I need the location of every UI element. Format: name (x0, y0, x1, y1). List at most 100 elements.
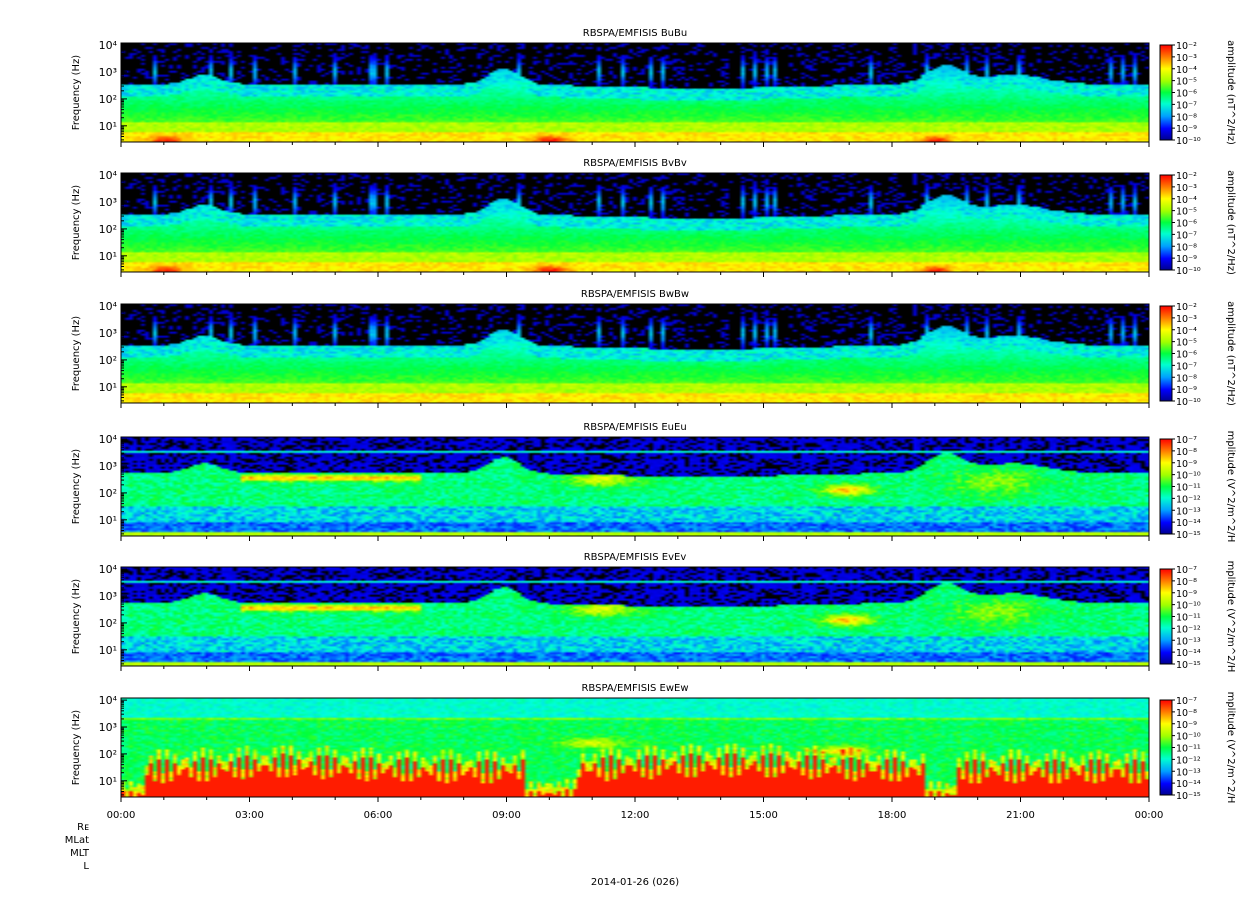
spectrogram-image (121, 437, 1149, 536)
colorbar-tick-label: 10⁻³ (1176, 183, 1197, 194)
y-tick-label: 10² (99, 487, 117, 500)
colorbar-tick-label: 10⁻⁴ (1176, 65, 1197, 76)
colorbar-tick-label: 10⁻⁸ (1176, 708, 1197, 719)
spectrogram-panel-5: RBSPA/EMFISIS EvEv 10⁴ 10³ 10² 10¹ Frequency … (71, 552, 1236, 672)
spectrogram-panel-3: RBSPA/EMFISIS BwBw 10⁴ 10³ 10² 10¹ Frequency … (71, 289, 1236, 408)
colorbar-tick-label: 10⁻⁹ (1176, 254, 1197, 265)
colorbar-tick-label: 10⁻⁶ (1176, 219, 1197, 230)
colorbar-tick-label: 10⁻¹⁴ (1176, 648, 1201, 659)
ephemeris-label: MLT (70, 848, 90, 859)
colorbar-tick-label: 10⁻⁸ (1176, 373, 1197, 384)
colorbar-tick-label: 10⁻¹² (1176, 755, 1201, 766)
colorbar-tick-label: 10⁻¹¹ (1176, 613, 1201, 624)
y-tick-label: 10¹ (99, 120, 117, 133)
colorbar-tick-label: 10⁻¹³ (1176, 767, 1201, 778)
y-tick-label: 10² (99, 223, 117, 236)
colorbar-tick-label: 10⁻⁶ (1176, 350, 1197, 361)
y-tick-label: 10² (99, 617, 117, 630)
colorbar-tick-label: 10⁻⁸ (1176, 447, 1197, 458)
colorbar-tick-label: 10⁻³ (1176, 53, 1197, 64)
colorbar (1159, 699, 1173, 796)
y-tick-label: 10⁴ (99, 433, 118, 446)
colorbar-tick-label: 10⁻⁵ (1176, 77, 1197, 88)
y-axis-label: Frequency (Hz) (71, 579, 82, 655)
y-tick-label: 10¹ (99, 514, 117, 527)
y-tick-label: 10³ (99, 327, 117, 340)
colorbar-tick-label: 10⁻⁶ (1176, 89, 1197, 100)
colorbar-tick-label: 10⁻² (1176, 302, 1197, 313)
colorbar-tick-label: 10⁻⁷ (1176, 696, 1197, 707)
colorbar (1159, 438, 1173, 535)
y-tick-label: 10⁴ (99, 694, 118, 707)
colorbar (1159, 305, 1173, 402)
colorbar-tick-label: 10⁻¹⁴ (1176, 518, 1201, 529)
colorbar-tick-label: 10⁻¹² (1176, 494, 1201, 505)
colorbar-tick-label: 10⁻³ (1176, 314, 1197, 325)
x-tick-label: 06:00 (364, 810, 393, 821)
colorbar-tick-label: 10⁻⁹ (1176, 589, 1197, 600)
x-tick-label: 00:00 (107, 810, 136, 821)
colorbar-tick-label: 10⁻¹⁴ (1176, 779, 1201, 790)
colorbar (1159, 174, 1173, 271)
colorbar-tick-label: 10⁻⁸ (1176, 577, 1197, 588)
colorbar-tick-label: 10⁻² (1176, 41, 1197, 52)
colorbar-tick-label: 10⁻⁷ (1176, 565, 1197, 576)
y-axis-label: Frequency (Hz) (71, 55, 82, 131)
y-axis-label: Frequency (Hz) (71, 710, 82, 786)
y-axis-label: Frequency (Hz) (71, 449, 82, 525)
date-label: 2014-01-26 (026) (591, 877, 679, 888)
colorbar-tick-label: 10⁻⁸ (1176, 242, 1197, 253)
y-tick-label: 10³ (99, 66, 117, 79)
colorbar-tick-label: 10⁻¹² (1176, 624, 1201, 635)
colorbar-label: amplitude (nT^2/Hz) (1225, 40, 1236, 145)
panel-title: RBSPA/EMFISIS EvEv (584, 552, 687, 563)
colorbar (1159, 44, 1173, 141)
spectrogram-panel-1: RBSPA/EMFISIS BuBu 10⁴ 10³ 10² 10¹ Frequency … (71, 28, 1236, 147)
ephemeris-label: Rᴇ (77, 822, 89, 833)
colorbar-tick-label: 10⁻⁷ (1176, 361, 1197, 372)
colorbar-tick-label: 10⁻⁷ (1176, 100, 1197, 111)
y-tick-label: 10² (99, 748, 117, 761)
colorbar-tick-label: 10⁻⁷ (1176, 435, 1197, 446)
colorbar-label: mplitude (V^2/m^2/H (1225, 692, 1236, 804)
y-tick-label: 10¹ (99, 644, 117, 657)
colorbar-label: amplitude (nT^2/Hz) (1225, 170, 1236, 275)
colorbar-tick-label: 10⁻⁵ (1176, 207, 1197, 218)
panel-title: RBSPA/EMFISIS EwEw (581, 683, 688, 694)
colorbar-tick-label: 10⁻¹⁰ (1176, 732, 1201, 743)
y-tick-label: 10³ (99, 590, 117, 603)
y-tick-label: 10⁴ (99, 169, 118, 182)
colorbar-label: amplitude (nT^2/Hz) (1225, 301, 1236, 406)
y-tick-label: 10¹ (99, 250, 117, 263)
x-tick-label: 09:00 (492, 810, 521, 821)
colorbar-tick-label: 10⁻¹³ (1176, 506, 1201, 517)
ephemeris-label: L (83, 861, 89, 872)
panel-title: RBSPA/EMFISIS BvBv (583, 158, 687, 169)
colorbar-tick-label: 10⁻⁷ (1176, 230, 1197, 241)
x-tick-label: 03:00 (235, 810, 264, 821)
colorbar-tick-label: 10⁻⁸ (1176, 112, 1197, 123)
y-tick-label: 10⁴ (99, 39, 118, 52)
time-axis: 00:00 03:00 06:00 09:00 12:00 15:00 18:00 21:00… (107, 810, 1164, 821)
panel-title: RBSPA/EMFISIS EuEu (583, 422, 686, 433)
colorbar-tick-label: 10⁻⁹ (1176, 459, 1197, 470)
x-tick-label: 15:00 (749, 810, 778, 821)
colorbar-tick-label: 10⁻⁹ (1176, 720, 1197, 731)
y-tick-label: 10² (99, 93, 117, 106)
colorbar-tick-label: 10⁻⁴ (1176, 195, 1197, 206)
spectrogram-image (121, 304, 1149, 403)
spectrogram-image (121, 43, 1149, 142)
colorbar-tick-label: 10⁻² (1176, 171, 1197, 182)
y-tick-label: 10¹ (99, 775, 117, 788)
y-tick-label: 10¹ (99, 381, 117, 394)
colorbar-tick-label: 10⁻¹⁰ (1176, 266, 1201, 277)
colorbar-tick-label: 10⁻⁹ (1176, 385, 1197, 396)
spectrogram-panel-6: RBSPA/EMFISIS EwEw 10⁴ 10³ 10² 10¹ Frequency … (71, 683, 1236, 803)
spectrogram-image (121, 698, 1149, 797)
colorbar-tick-label: 10⁻¹⁰ (1176, 397, 1201, 408)
colorbar-tick-label: 10⁻¹³ (1176, 636, 1201, 647)
spectrogram-image (121, 173, 1149, 272)
colorbar-tick-label: 10⁻¹⁵ (1176, 530, 1201, 541)
y-tick-label: 10⁴ (99, 563, 118, 576)
x-tick-label: 12:00 (621, 810, 650, 821)
